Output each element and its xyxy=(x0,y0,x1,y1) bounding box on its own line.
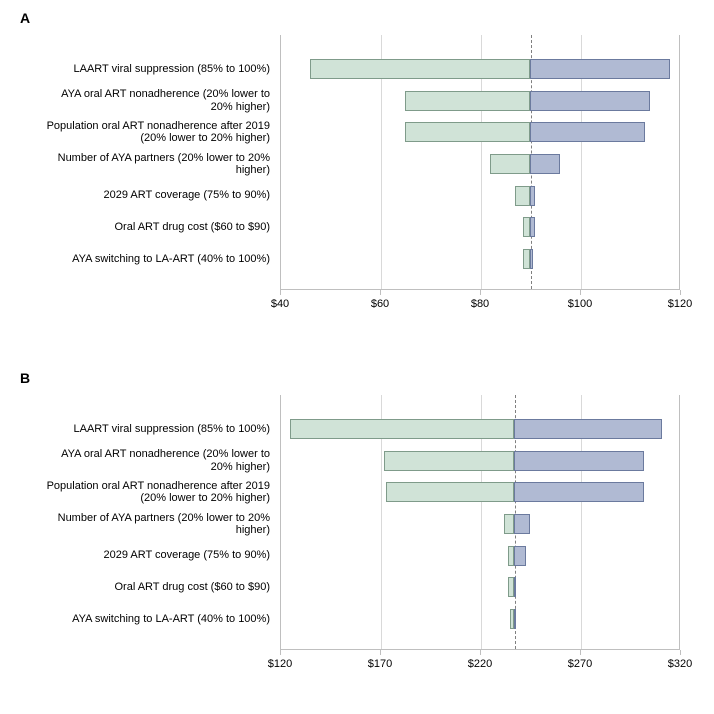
x-tick-label: $120 xyxy=(668,298,692,310)
row-label: Number of AYA partners (20% lower to 20%… xyxy=(10,152,270,177)
tornado-bar-low xyxy=(386,482,514,502)
tornado-bar-low xyxy=(405,122,530,142)
tornado-bar-high xyxy=(530,154,560,174)
x-tick-label: $100 xyxy=(568,298,592,310)
tornado-bar-high xyxy=(530,59,670,79)
x-tick-label: $270 xyxy=(568,658,592,670)
tornado-bar-low xyxy=(405,91,530,111)
row-label: AYA oral ART nonadherence (20% lower to … xyxy=(10,448,270,473)
tornado-bar-low xyxy=(490,154,530,174)
row-label: Population oral ART nonadherence after 2… xyxy=(10,480,270,505)
row-label: AYA switching to LA-ART (40% to 100%) xyxy=(10,613,270,626)
tornado-bar-high xyxy=(514,514,530,534)
tornado-bar-low xyxy=(290,419,514,439)
row-label: Oral ART drug cost ($60 to $90) xyxy=(10,221,270,234)
x-tick-label: $120 xyxy=(268,658,292,670)
x-tick-label: $320 xyxy=(668,658,692,670)
x-tick-label: $170 xyxy=(368,658,392,670)
tornado-bar-high xyxy=(530,91,650,111)
panel-b-label: B xyxy=(20,370,30,386)
tick-mark xyxy=(580,290,581,295)
tick-mark xyxy=(580,650,581,655)
panel-a-label: A xyxy=(20,10,30,26)
x-tick-label: $40 xyxy=(271,298,289,310)
tornado-bar-low xyxy=(515,186,530,206)
tornado-bar-high xyxy=(514,482,644,502)
row-label: 2029 ART coverage (75% to 90%) xyxy=(10,549,270,562)
tornado-bar-high xyxy=(514,577,516,597)
tick-mark xyxy=(680,650,681,655)
tornado-bar-high xyxy=(530,186,535,206)
tornado-bar-low xyxy=(384,451,514,471)
row-label: Oral ART drug cost ($60 to $90) xyxy=(10,581,270,594)
tornado-bar-high xyxy=(530,122,645,142)
tornado-bar-high xyxy=(514,609,516,629)
x-tick-label: $80 xyxy=(471,298,489,310)
tornado-bar-high xyxy=(514,451,644,471)
tick-mark xyxy=(280,650,281,655)
panel-b-chart: $120 $170 $220 $270 $320 LAART viral suppress… xyxy=(0,395,714,695)
row-label: 2029 ART coverage (75% to 90%) xyxy=(10,189,270,202)
figure-canvas: A $40 $60 $80 $100 $120 LAART viral suppressi… xyxy=(0,0,714,714)
tick-mark xyxy=(280,290,281,295)
row-label: Population oral ART nonadherence after 2… xyxy=(10,120,270,145)
tornado-bar-low xyxy=(523,249,531,269)
x-tick-label: $60 xyxy=(371,298,389,310)
tornado-bar-low xyxy=(504,514,514,534)
panel-a-chart: $40 $60 $80 $100 $120 LAART viral suppression… xyxy=(0,35,714,335)
row-label: AYA oral ART nonadherence (20% lower to … xyxy=(10,88,270,113)
tornado-bar-low xyxy=(310,59,530,79)
tornado-bar-high xyxy=(514,546,526,566)
x-tick-label: $220 xyxy=(468,658,492,670)
row-label: Number of AYA partners (20% lower to 20%… xyxy=(10,512,270,537)
row-label: AYA switching to LA-ART (40% to 100%) xyxy=(10,253,270,266)
tick-mark xyxy=(380,650,381,655)
tick-mark xyxy=(480,290,481,295)
row-label: LAART viral suppression (85% to 100%) xyxy=(10,423,270,436)
tornado-bar-high xyxy=(530,249,533,269)
tornado-bar-low xyxy=(523,217,531,237)
tick-mark xyxy=(480,650,481,655)
tornado-bar-high xyxy=(514,419,662,439)
row-label: LAART viral suppression (85% to 100%) xyxy=(10,63,270,76)
tornado-bar-high xyxy=(530,217,535,237)
tick-mark xyxy=(680,290,681,295)
tick-mark xyxy=(380,290,381,295)
